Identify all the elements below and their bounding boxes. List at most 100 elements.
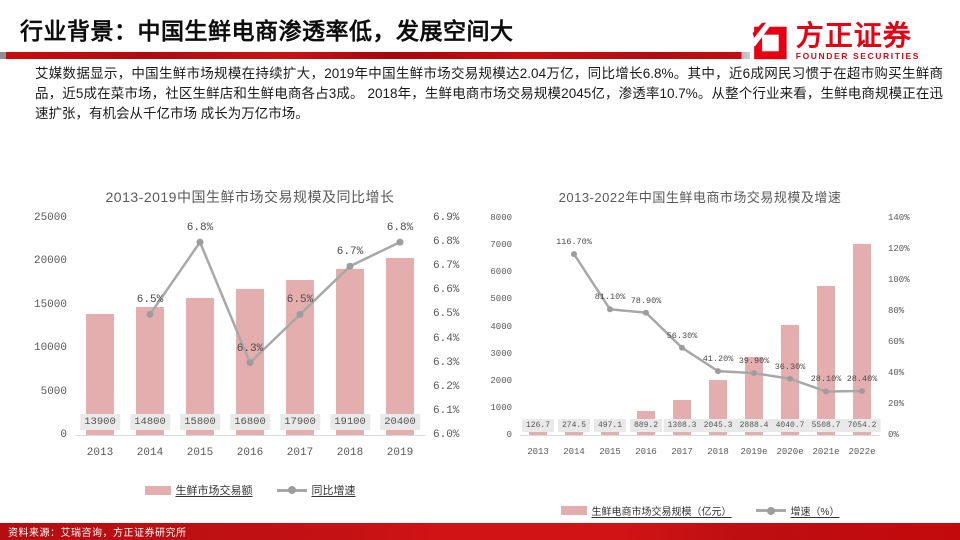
logo-name-en: FOUNDER SECURITIES bbox=[795, 50, 920, 61]
line-point-label: 6.5% bbox=[286, 294, 314, 307]
line-marker bbox=[643, 309, 649, 316]
y-axis-right-tick-label: 80% bbox=[888, 306, 905, 316]
y-axis-right-tick-label: 6.6% bbox=[433, 284, 460, 297]
y-axis-right-tick-label: 6.7% bbox=[433, 260, 460, 273]
line-marker bbox=[751, 370, 757, 377]
x-axis-line bbox=[520, 435, 880, 436]
line-marker bbox=[679, 344, 685, 351]
legend-line-dot bbox=[287, 486, 296, 494]
legend-line-swatch bbox=[755, 506, 786, 515]
logo-text: 方正证券 FOUNDER SECURITIES bbox=[795, 21, 920, 61]
y-axis-left-tick-label: 0 bbox=[506, 430, 512, 440]
y-axis-right-tick-label: 100% bbox=[888, 275, 910, 285]
y-axis-right-tick-label: 40% bbox=[888, 368, 905, 378]
x-axis-label: 2020e bbox=[776, 447, 804, 457]
line-point-label: 116.70% bbox=[556, 237, 592, 248]
y-axis-right-tick-label: 0% bbox=[888, 430, 899, 440]
bar bbox=[186, 297, 214, 435]
y-axis-left-tick-label: 7000 bbox=[490, 240, 512, 251]
y-axis-left-tick-label: 25000 bbox=[33, 212, 67, 224]
bar-value-label: 5508.7 bbox=[807, 419, 845, 432]
bar bbox=[136, 306, 164, 435]
bar bbox=[817, 285, 835, 435]
bar bbox=[853, 243, 871, 435]
line-point-label: 81.10% bbox=[594, 292, 626, 303]
line-point-label: 28.40% bbox=[846, 373, 878, 384]
bar-value-label: 889.2 bbox=[629, 419, 663, 432]
line-point-label: 6.3% bbox=[236, 342, 264, 355]
line-point-label: 28.10% bbox=[810, 374, 842, 385]
line-point-label: 39.90% bbox=[738, 356, 770, 367]
legend-line-dot bbox=[766, 506, 775, 515]
x-axis-label: 2018 bbox=[707, 447, 729, 457]
y-axis-left-tick-label: 8000 bbox=[490, 213, 512, 223]
title-underline bbox=[0, 52, 750, 59]
y-axis-right-tick-label: 140% bbox=[888, 213, 910, 223]
y-axis-left-tick-label: 1000 bbox=[490, 402, 512, 413]
bar bbox=[529, 431, 547, 435]
x-axis-label: 2019 bbox=[386, 447, 414, 459]
y-axis-right-tick-label: 120% bbox=[888, 244, 910, 254]
bar-value-label: 274.5 bbox=[557, 419, 591, 432]
line-point-label: 6.7% bbox=[336, 246, 364, 259]
y-axis-right-tick-label: 6.9% bbox=[433, 212, 460, 224]
y-axis-right-tick-label: 6.4% bbox=[433, 332, 460, 345]
y-axis-right-tick-label: 6.3% bbox=[433, 356, 460, 369]
founder-logo-icon bbox=[750, 20, 787, 60]
y-axis-left-tick-label: 4000 bbox=[490, 321, 512, 332]
x-axis-label: 2014 bbox=[563, 447, 585, 457]
growth-line bbox=[571, 251, 865, 395]
y-axis-left-tick-label: 2000 bbox=[490, 375, 512, 386]
y-axis-right-tick-label: 6.5% bbox=[433, 308, 460, 321]
y-axis-right-tick-label: 20% bbox=[888, 399, 905, 409]
founder-securities-logo: 方正证券 FOUNDER SECURITIES bbox=[750, 20, 920, 62]
x-axis-label: 2019e bbox=[740, 447, 768, 457]
legend-item: 增速（%） bbox=[755, 503, 840, 518]
bar-value-label: 15800 bbox=[180, 414, 220, 430]
y-axis-left-tick-label: 10000 bbox=[33, 342, 67, 355]
legend-label: 同比增速 bbox=[311, 485, 356, 497]
x-axis-label: 2014 bbox=[136, 447, 164, 459]
bar-value-label: 2045.3 bbox=[699, 419, 737, 432]
x-axis-label: 2017 bbox=[286, 447, 314, 459]
y-axis-left-tick-label: 6000 bbox=[490, 267, 512, 278]
bar-value-label: 13900 bbox=[80, 414, 120, 430]
line-marker bbox=[146, 310, 154, 318]
y-axis-left-tick-label: 15000 bbox=[33, 298, 67, 311]
chart-title: 2013-2022年中国生鲜电商市场交易规模及增速 bbox=[558, 190, 842, 205]
x-axis-label: 2015 bbox=[599, 447, 621, 457]
line-marker bbox=[571, 251, 577, 258]
legend-bar-swatch bbox=[560, 506, 587, 515]
footer-bar: 资料来源：艾瑞咨询，方正证券研究所 bbox=[0, 523, 960, 540]
chart-legend: 生鲜市场交易额 同比增速 bbox=[75, 482, 425, 498]
y-axis-left-tick-label: 3000 bbox=[490, 348, 512, 359]
legend-item: 生鲜电商市场交易规模（亿元） bbox=[560, 503, 732, 518]
legend-line-swatch bbox=[276, 486, 307, 494]
y-axis-right-tick-label: 6.2% bbox=[433, 380, 460, 393]
y-axis-left-tick-label: 20000 bbox=[33, 255, 67, 268]
bar-value-label: 1308.3 bbox=[663, 419, 701, 432]
line-marker bbox=[246, 359, 254, 367]
chart-legend: 生鲜电商市场交易规模（亿元） 增速（%） bbox=[520, 503, 880, 518]
x-axis-label: 2016 bbox=[635, 447, 657, 457]
bar-value-label: 2888.4 bbox=[735, 419, 773, 432]
x-axis-label: 2022e bbox=[848, 447, 876, 457]
bar-value-label: 17900 bbox=[280, 414, 320, 430]
line-marker bbox=[607, 306, 613, 313]
source-note: 资料来源：艾瑞咨询，方正证券研究所 bbox=[8, 528, 187, 539]
legend-item: 同比增速 bbox=[276, 482, 356, 498]
y-axis-right-tick-label: 60% bbox=[888, 337, 905, 347]
chart-title: 2013-2019中国生鲜市场交易规模及同比增长 bbox=[105, 189, 395, 205]
x-axis-label: 2013 bbox=[527, 447, 549, 457]
bar bbox=[386, 257, 414, 435]
line-point-label: 6.8% bbox=[386, 222, 414, 235]
legend-label: 生鲜市场交易额 bbox=[175, 485, 253, 497]
bar-value-label: 497.1 bbox=[593, 419, 627, 432]
y-axis-left-tick-label: 5000 bbox=[40, 385, 67, 398]
line-point-label: 78.90% bbox=[630, 295, 662, 306]
line-point-label: 36.30% bbox=[774, 361, 806, 372]
legend-label: 增速（%） bbox=[790, 507, 840, 518]
legend-item: 生鲜市场交易额 bbox=[144, 482, 253, 498]
x-axis-label: 2013 bbox=[86, 447, 114, 459]
